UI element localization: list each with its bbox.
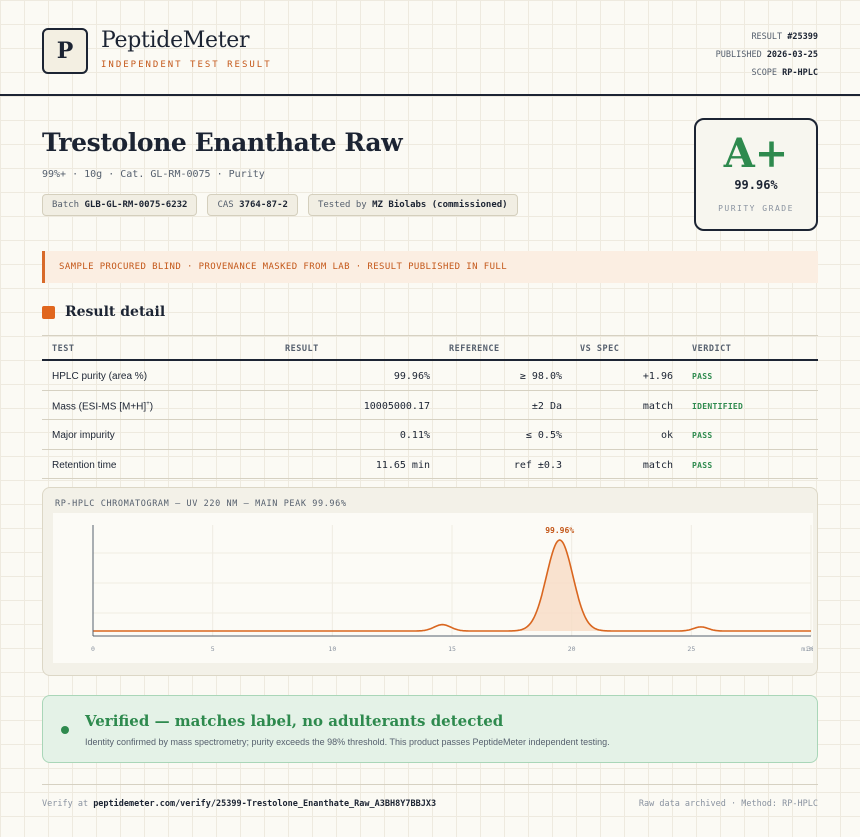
x-tick-label: 30 xyxy=(807,645,813,653)
table-row: Major impurity 0.11% ≤ 0.5% ok PASS xyxy=(42,420,818,450)
table-row: Mass (ESI-MS [M+H]+) 10005000.17 ±2 Da m… xyxy=(42,391,818,420)
result-label: RESULT xyxy=(751,32,783,42)
section-title: Result detail xyxy=(65,304,166,320)
verified-text: Identity confirmed by mass spectrometry;… xyxy=(85,737,610,747)
tested-value: MZ Biolabs (commissioned) xyxy=(372,200,508,210)
published-label: PUBLISHED xyxy=(715,50,762,60)
x-tick-label: 10 xyxy=(328,645,336,653)
cell-result: 0.11% xyxy=(399,430,430,441)
tested-chip: Tested by MZ Biolabs (commissioned) xyxy=(307,194,518,216)
grade-label: PURITY GRADE xyxy=(718,204,794,213)
published-date: 2026-03-25 xyxy=(766,50,818,60)
table-row: HPLC purity (area %) 99.96% ≥ 98.0% +1.9… xyxy=(42,361,818,391)
x-tick-labels: 0 5 10 15 20 25 30 xyxy=(91,645,813,653)
peak-label: 99.96% xyxy=(545,526,574,535)
cell-reference: ≥ 98.0% xyxy=(519,371,562,382)
cell-vs-spec: ok xyxy=(660,430,673,441)
cell-verdict: PASS xyxy=(692,460,713,470)
x-unit-label: min xyxy=(801,645,813,653)
header-test: TEST xyxy=(52,344,75,354)
header-reference: REFERENCE xyxy=(449,344,500,354)
brand-tagline: INDEPENDENT TEST RESULT xyxy=(101,60,272,70)
cell-result: 10005000.17 xyxy=(363,400,430,412)
cell-verdict: PASS xyxy=(692,372,713,381)
header-verdict: VERDICT xyxy=(692,344,732,354)
cell-reference: ≤ 0.5% xyxy=(525,430,562,441)
cell-vs-spec: +1.96 xyxy=(642,371,673,382)
result-table: TEST RESULT REFERENCE VS SPEC VERDICT HP… xyxy=(42,335,818,479)
cell-test-tail: ) xyxy=(149,400,154,412)
cell-test: Retention time xyxy=(52,459,117,471)
x-tick-label: 20 xyxy=(568,645,576,653)
purity-grade-card: A+ 99.96% PURITY GRADE xyxy=(694,118,818,231)
verify-line: Verify at peptidemeter.com/verify/25399-… xyxy=(42,799,436,809)
main-peak-fill xyxy=(520,540,600,631)
section-marker xyxy=(42,306,55,319)
tested-label: Tested by xyxy=(317,200,367,210)
table-row: Retention time 11.65 min ref ±0.3 match … xyxy=(42,450,818,479)
x-tick-label: 25 xyxy=(687,645,695,653)
x-tick-label: 0 xyxy=(91,645,95,653)
blind-sample-notice: SAMPLE PROCURED BLIND · PROVENANCE MASKE… xyxy=(42,251,818,283)
batch-label: Batch xyxy=(52,200,80,210)
product-subtitle: 99%+ · 10g · Cat. GL-RM-0075 · Purity xyxy=(42,169,265,180)
scope-value: RP-HPLC xyxy=(782,68,818,78)
batch-chip: Batch GLB-GL-RM-0075-6232 xyxy=(42,194,198,216)
grade-value: 99.96% xyxy=(734,178,778,192)
cell-verdict: IDENTIFIED xyxy=(692,401,744,411)
verified-banner: Verified — matches label, no adulterants… xyxy=(42,695,818,763)
scope-label: SCOPE xyxy=(751,68,778,78)
header-result: RESULT xyxy=(285,344,319,354)
cell-reference: ±2 Da xyxy=(531,400,562,412)
footer-method: Raw data archived · Method: RP-HPLC xyxy=(638,799,818,809)
verified-title: Verified — matches label, no adulterants… xyxy=(85,712,504,730)
header-vs-spec: VS SPEC xyxy=(580,344,620,354)
chromatogram-panel: RP-HPLC CHROMATOGRAM — UV 220 NM — MAIN … xyxy=(42,487,818,676)
batch-value: GLB-GL-RM-0075-6232 xyxy=(84,200,188,210)
cell-test-sup: + xyxy=(146,400,150,407)
cell-reference: ref ±0.3 xyxy=(513,459,562,471)
grade-letter: A+ xyxy=(723,130,789,177)
cas-value: 3764-87-2 xyxy=(239,200,288,210)
x-tick-label: 5 xyxy=(211,645,215,653)
chromatogram-title: RP-HPLC CHROMATOGRAM — UV 220 NM — MAIN … xyxy=(55,499,347,509)
verify-label: Verify at xyxy=(42,799,89,809)
result-number: #25399 xyxy=(787,32,818,42)
chromatogram-trace xyxy=(93,539,811,632)
footer-divider xyxy=(42,784,818,785)
plot-background xyxy=(53,513,813,663)
cell-verdict: PASS xyxy=(692,431,713,440)
header-divider xyxy=(0,94,860,96)
brand-logo: P xyxy=(42,28,88,74)
brand-name: PeptideMeter xyxy=(101,28,250,53)
verified-dot-icon xyxy=(61,726,69,734)
table-header: TEST RESULT REFERENCE VS SPEC VERDICT xyxy=(42,335,818,361)
result-meta: RESULT #25399 PUBLISHED 2026-03-25 SCOPE… xyxy=(716,28,818,82)
cell-test-text: Mass (ESI-MS [M+H] xyxy=(52,400,147,412)
cell-test: HPLC purity (area %) xyxy=(52,371,148,382)
product-title: Trestolone Enanthate Raw xyxy=(42,128,403,157)
chromatogram-chart: 99.96% 0 5 10 15 20 25 30 min xyxy=(53,513,813,663)
cell-vs-spec: match xyxy=(642,459,673,471)
cell-test: Major impurity xyxy=(52,430,115,441)
cas-label: CAS xyxy=(217,200,234,210)
cell-result: 11.65 min xyxy=(375,459,430,471)
product-chips: Batch GLB-GL-RM-0075-6232 CAS 3764-87-2 … xyxy=(42,194,518,216)
cell-vs-spec: match xyxy=(642,400,673,412)
cell-result: 99.96% xyxy=(393,371,430,382)
cas-chip: CAS 3764-87-2 xyxy=(207,194,298,216)
cell-test: Mass (ESI-MS [M+H]+) xyxy=(52,401,153,412)
x-tick-label: 15 xyxy=(448,645,456,653)
verify-link[interactable]: peptidemeter.com/verify/25399-Trestolone… xyxy=(93,799,437,809)
